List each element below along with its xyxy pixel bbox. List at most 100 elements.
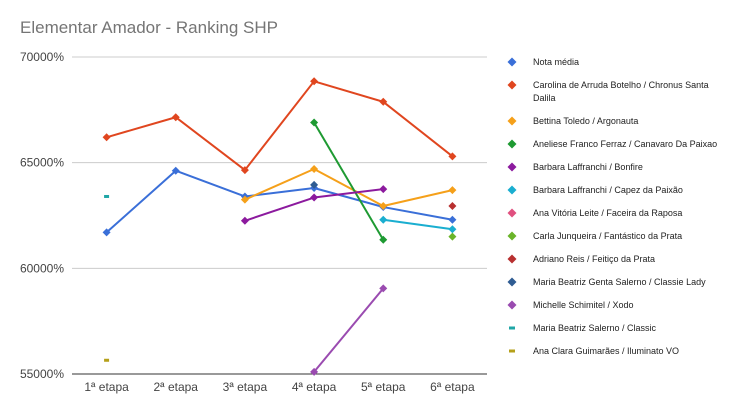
data-point: [448, 215, 457, 224]
legend-swatch: [507, 231, 517, 241]
legend-item: Maria Beatriz Genta Salerno / Classie La…: [507, 277, 706, 287]
data-point: [171, 166, 180, 175]
series-layer: [102, 77, 457, 376]
x-tick-label: 6ª etapa: [430, 380, 475, 394]
x-tick-label: 3ª etapa: [223, 380, 268, 394]
legend-swatch: [507, 139, 517, 149]
legend-swatch: [507, 254, 517, 264]
legend-swatch: [507, 208, 517, 218]
legend-item: Bettina Toledo / Argonauta: [507, 116, 638, 126]
legend-label: Michelle Schimitel / Xodo: [533, 300, 634, 310]
series-11: [104, 194, 110, 198]
series-line: [244, 168, 453, 207]
legend-label: Bettina Toledo / Argonauta: [533, 116, 638, 126]
legend-swatch: [509, 349, 515, 353]
legend-swatch: [507, 162, 517, 172]
data-point: [448, 232, 457, 241]
legend-item: Carolina de Arruda Botelho / Chronus San…: [507, 80, 709, 103]
legend-label: Ana Vitória Leite / Faceira da Raposa: [533, 208, 682, 218]
data-point: [171, 113, 180, 122]
x-tick-label: 1ª etapa: [84, 380, 129, 394]
legend-label: Carla Junqueira / Fantástico da Prata: [533, 231, 682, 241]
legend-item: Maria Beatriz Salerno / Classic: [509, 323, 657, 333]
data-point: [310, 118, 319, 127]
legend-label: Maria Beatriz Salerno / Classic: [533, 323, 657, 333]
x-tick-label: 2ª etapa: [154, 380, 199, 394]
data-point: [104, 358, 110, 362]
data-point: [448, 225, 457, 234]
data-point: [240, 195, 249, 204]
data-point: [379, 235, 388, 244]
legend-swatch: [509, 326, 515, 330]
data-point: [379, 201, 388, 210]
data-point: [102, 228, 111, 237]
series-line: [105, 169, 453, 234]
series-3: [310, 118, 388, 244]
data-point: [240, 216, 249, 225]
y-tick-label: 70000%: [20, 50, 64, 64]
legend-swatch: [507, 57, 517, 67]
y-axis: 55000% 60000% 65000% 70000%: [20, 50, 64, 381]
data-point: [448, 201, 457, 210]
data-point: [310, 77, 319, 86]
legend-item: Carla Junqueira / Fantástico da Prata: [507, 231, 682, 241]
data-point: [310, 165, 319, 174]
series-8: [448, 201, 457, 210]
legend-item: Aneliese Franco Ferraz / Canavaro Da Pai…: [507, 139, 717, 149]
legend-label: Maria Beatriz Genta Salerno / Classie La…: [533, 277, 706, 287]
legend-label: Nota média: [533, 57, 579, 67]
data-point: [379, 284, 388, 293]
legend-label: Ana Clara Guimarães / Iluminato VO: [533, 346, 679, 356]
data-point: [102, 133, 111, 142]
x-axis: 1ª etapa 2ª etapa 3ª etapa 4ª etapa 5ª etapa…: [84, 380, 475, 394]
chart-title: Elementar Amador - Ranking SHP: [20, 18, 278, 37]
series-5: [379, 215, 457, 234]
data-point: [379, 185, 388, 194]
data-point: [310, 367, 319, 376]
legend-label: Adriano Reis / Feitiço da Prata: [533, 254, 655, 264]
y-tick-label: 55000%: [20, 367, 64, 381]
data-point: [240, 166, 249, 175]
legend-item: Barbara Laffranchi / Bonfire: [507, 162, 643, 172]
legend: Nota média Carolina de Arruda Botelho / C…: [507, 57, 717, 356]
data-point: [310, 180, 319, 189]
legend-label: Barbara Laffranchi / Capez da Paixão: [533, 185, 683, 195]
data-point: [448, 186, 457, 195]
series-9: [310, 180, 319, 189]
legend-swatch: [507, 116, 517, 126]
gridlines: [72, 56, 487, 375]
data-point: [379, 215, 388, 224]
legend-item: Barbara Laffranchi / Capez da Paixão: [507, 185, 683, 195]
legend-item: Ana Vitória Leite / Faceira da Raposa: [507, 208, 682, 218]
series-4: [240, 185, 388, 225]
series-line: [383, 218, 453, 231]
legend-swatch: [507, 300, 517, 310]
legend-item: Nota média: [507, 57, 579, 67]
x-tick-label: 5ª etapa: [361, 380, 406, 394]
data-point: [448, 152, 457, 161]
legend-label: Carolina de Arruda Botelho / Chronus San…: [533, 80, 709, 103]
series-line: [313, 287, 385, 373]
data-point: [310, 193, 319, 202]
data-point: [104, 194, 110, 198]
legend-item: Adriano Reis / Feitiço da Prata: [507, 254, 655, 264]
series-10: [310, 284, 388, 376]
series-line: [313, 122, 385, 241]
legend-swatch: [507, 277, 517, 287]
data-point: [379, 97, 388, 106]
legend-label: Barbara Laffranchi / Bonfire: [533, 162, 643, 172]
y-tick-label: 65000%: [20, 156, 64, 170]
series-2: [240, 165, 457, 210]
legend-swatch: [507, 80, 517, 90]
series-12: [104, 358, 110, 362]
legend-item: Ana Clara Guimarães / Iluminato VO: [509, 346, 679, 356]
legend-swatch: [507, 185, 517, 195]
x-tick-label: 4ª etapa: [292, 380, 337, 394]
series-line: [106, 80, 454, 172]
legend-label: Aneliese Franco Ferraz / Canavaro Da Pai…: [533, 139, 717, 149]
series-7: [448, 232, 457, 241]
legend-item: Michelle Schimitel / Xodo: [507, 300, 634, 310]
series-1: [102, 77, 457, 175]
